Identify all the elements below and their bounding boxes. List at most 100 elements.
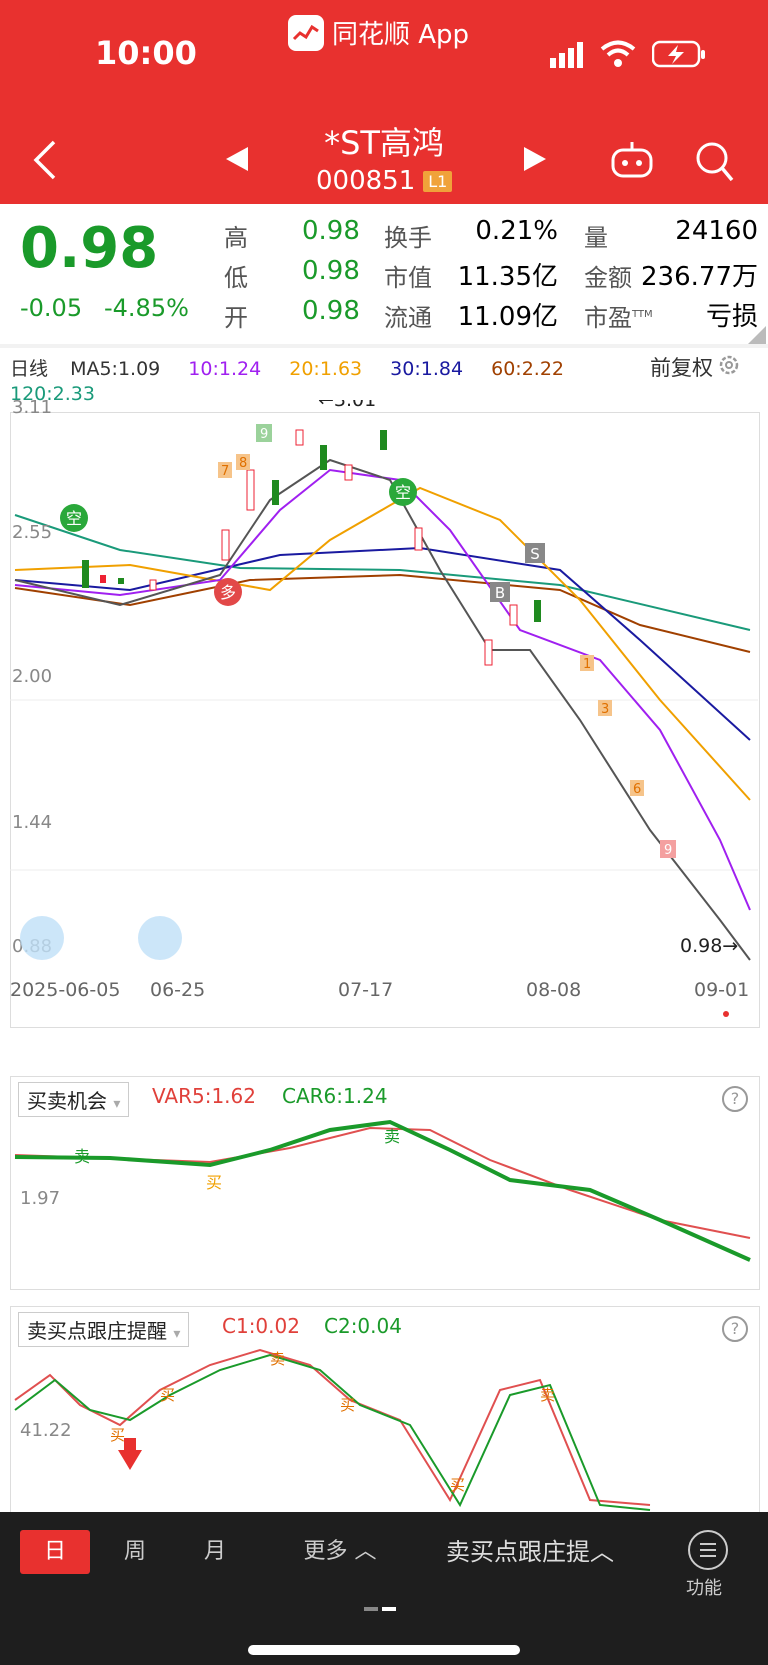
indicator-selector[interactable]: 卖买点跟庄提︿ (446, 1538, 614, 1566)
menu-icon (700, 1543, 716, 1557)
help-icon-2[interactable]: ? (722, 1316, 748, 1342)
c1-label: C1:0.02 (222, 1314, 300, 1338)
svg-text:卖: 卖 (540, 1386, 555, 1404)
last-price: 0.98 (20, 216, 159, 281)
svg-text:买: 买 (206, 1173, 222, 1192)
open-label: 开 (224, 304, 248, 332)
next-stock-button[interactable] (522, 145, 548, 177)
svg-text:买: 买 (340, 1396, 355, 1414)
sub-chart-1-frame (10, 1076, 760, 1290)
svg-text:卖: 卖 (270, 1350, 285, 1368)
volume-value: 24160 (675, 216, 758, 246)
app-logo-icon (288, 14, 324, 51)
short-signal-marker-2 (389, 478, 417, 506)
price-change: -0.05 (20, 294, 83, 322)
stock-code-row: 000851 L1 (316, 166, 453, 196)
svg-text:1.97: 1.97 (20, 1188, 60, 1209)
section-divider (0, 344, 768, 348)
short-signal-marker (60, 504, 88, 532)
menu-button[interactable] (688, 1530, 728, 1570)
ma5-line (14, 458, 751, 961)
pe-value: 亏损 (705, 302, 758, 332)
status-time: 10:00 (95, 34, 197, 72)
adjust-label: 前复权 (650, 356, 713, 380)
amount-label: 金额 (584, 264, 632, 292)
expand-corner-icon[interactable] (748, 326, 766, 348)
ma30-line (14, 546, 751, 741)
ma120-label: 120:2.33 (10, 383, 95, 405)
home-indicator[interactable] (248, 1645, 520, 1655)
page-indicator (364, 1596, 396, 1615)
main-chart[interactable]: 7 8 9 1 3 6 9 空 多 空 B S 3.11 2.55 2.00 1… (0, 400, 768, 1040)
mktcap-value: 11.35亿 (457, 262, 558, 292)
high-label: 高 (224, 224, 248, 252)
float-label: 流通 (384, 304, 432, 332)
tab-week[interactable]: 周 (123, 1539, 146, 1564)
sub-chart-1[interactable]: 1.97 卖 买 卖 (10, 1110, 758, 1290)
chevron-up-icon: ︿ (354, 1539, 377, 1564)
svg-text:空: 空 (66, 509, 82, 528)
x-tick: 2025-06-05 (10, 979, 120, 1001)
open-value: 0.98 (302, 296, 360, 326)
svg-text:9: 9 (664, 843, 672, 858)
sub1-selector[interactable]: 买卖机会 ▾ (18, 1082, 130, 1117)
period-label[interactable]: 日线 (10, 358, 49, 380)
adjust-button[interactable]: 前复权 (650, 352, 741, 382)
candles (82, 429, 541, 666)
svg-text:B: B (495, 584, 505, 602)
svg-text:空: 空 (395, 483, 411, 502)
robot-icon[interactable] (610, 140, 654, 184)
ma-legend: 日线 MA5:1.09 10:1.24 20:1.63 30:1.84 60:2… (10, 354, 760, 405)
search-icon[interactable] (694, 140, 734, 186)
svg-text:S: S (530, 545, 540, 563)
last-annotation: 0.98→ (680, 935, 738, 957)
sub2-selector[interactable]: 卖买点跟庄提醒 ▾ (18, 1312, 190, 1347)
svg-text:8: 8 (239, 456, 247, 471)
svg-text:6: 6 (633, 782, 641, 797)
ma120-line (14, 514, 751, 631)
back-button[interactable] (30, 138, 60, 186)
sub-chart-2[interactable]: 41.22 买 买 卖 买 买 卖 (10, 1340, 758, 1512)
svg-text:9: 9 (260, 427, 268, 442)
tab-month[interactable]: 月 (203, 1539, 226, 1564)
ma60-line (14, 573, 751, 653)
mktcap-label: 市值 (384, 264, 432, 292)
sell-signal-marker (525, 543, 545, 563)
y-tick: 2.55 (12, 522, 52, 543)
stock-name: *ST高鸿 (324, 124, 444, 162)
tab-day[interactable]: 日 (20, 1530, 90, 1574)
turnover-value: 0.21% (475, 216, 558, 246)
app-label: 同花顺 App (288, 14, 469, 51)
svg-text:3: 3 (601, 702, 609, 717)
tab-more[interactable]: 更多 ︿ (303, 1539, 377, 1564)
x-tick: 07-17 (338, 979, 393, 1001)
app-header: 10:00 同花顺 App *ST高鸿 000851 L1 (0, 0, 768, 204)
main-chart-frame (10, 412, 760, 1028)
svg-text:41.22: 41.22 (20, 1420, 72, 1441)
gear-icon (717, 353, 741, 382)
low-value: 0.98 (302, 256, 360, 286)
x-tick: 09-01 (694, 979, 749, 1001)
car6-label: CAR6:1.24 (282, 1084, 388, 1108)
ma60-label: 60:2.22 (491, 358, 564, 380)
prev-stock-button[interactable] (224, 145, 250, 177)
signal-icon (550, 42, 584, 72)
bottom-toolbar: 日 周 月 更多 ︿ 卖买点跟庄提︿ 功能 (0, 1512, 768, 1665)
svg-text:买: 买 (160, 1386, 175, 1404)
ma10-label: 10:1.24 (188, 358, 262, 380)
svg-text:买: 买 (450, 1476, 465, 1494)
ma30-label: 30:1.84 (390, 358, 464, 380)
svg-text:1: 1 (583, 657, 591, 672)
help-icon[interactable]: ? (722, 1086, 748, 1112)
long-signal-marker (214, 578, 242, 606)
buy-signal-marker (490, 582, 510, 602)
svg-text:多: 多 (220, 583, 236, 602)
fullscreen-button (138, 916, 182, 960)
y-tick: 3.11 (12, 400, 52, 418)
scroll-left-button (20, 916, 64, 960)
svg-text:卖: 卖 (74, 1147, 90, 1166)
func-label: 功能 (686, 1578, 722, 1599)
ma5-label: MA5:1.09 (70, 358, 161, 380)
high-value: 0.98 (302, 216, 360, 246)
svg-text:卖: 卖 (384, 1127, 400, 1146)
